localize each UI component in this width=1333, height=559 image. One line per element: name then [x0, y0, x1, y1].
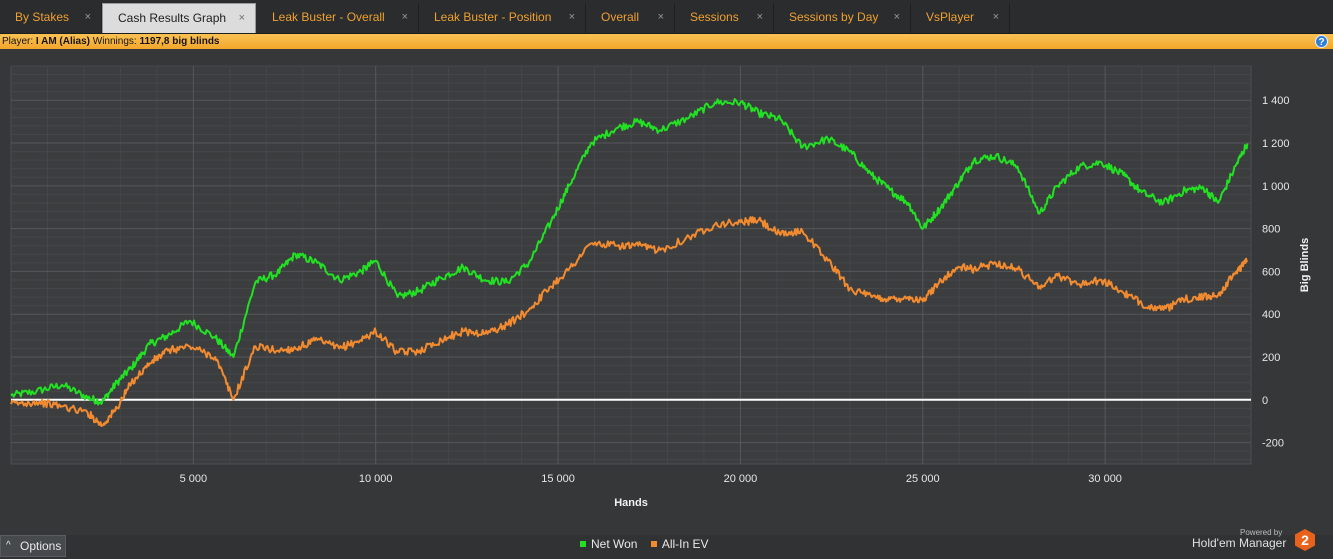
winnings-label: Winnings: [92, 36, 137, 47]
powered-by-text: Powered by [1240, 528, 1283, 537]
tab-vsplayer[interactable]: VsPlayer × [911, 3, 1010, 33]
help-icon[interactable]: ? [1315, 35, 1328, 48]
x-tick-label: 5 000 [180, 473, 208, 485]
y-tick-label: 600 [1262, 266, 1280, 278]
series-line-net-won [10, 98, 1249, 406]
y-tick-label: 800 [1262, 224, 1280, 236]
tab-label: VsPlayer [926, 10, 975, 24]
minor-grid [11, 65, 1251, 464]
y-tick-label: -200 [1262, 438, 1284, 450]
legend-item-net-won: Net Won [580, 537, 637, 551]
y-tick-label: 1 200 [1262, 138, 1290, 150]
tab-label: Overall [601, 10, 640, 24]
tab-overall[interactable]: Overall × [586, 3, 675, 33]
legend-label: All-In EV [661, 537, 709, 551]
close-tab-icon[interactable]: × [992, 11, 999, 23]
tab-label: Sessions by Day [789, 10, 879, 24]
tab-cash-results-graph[interactable]: Cash Results Graph × [102, 3, 256, 33]
close-tab-icon[interactable]: × [568, 11, 575, 23]
x-tick-label: 10 000 [359, 473, 393, 485]
x-axis: 5 000 10 000 15 000 20 000 25 000 30 000 [180, 473, 1122, 485]
x-axis-label: Hands [614, 497, 648, 509]
hem2-logo-icon: 2 [1295, 529, 1315, 551]
tab-label: Leak Buster - Overall [272, 10, 385, 24]
x-tick-label: 20 000 [724, 473, 758, 485]
tab-sessions-by-day[interactable]: Sessions by Day × [774, 3, 911, 33]
series-line-all-in-ev [10, 216, 1249, 427]
close-tab-icon[interactable]: × [84, 11, 91, 23]
tab-label: Cash Results Graph [118, 11, 227, 25]
player-info-text: Player: I AM (Alias) Winnings: 1197,8 bi… [2, 34, 219, 49]
legend-swatch [650, 541, 657, 547]
results-chart-svg: 5 000 10 000 15 000 20 000 25 000 30 000 -200… [10, 65, 1311, 509]
tab-label: Leak Buster - Position [434, 10, 552, 24]
y-tick-label: 1 000 [1262, 181, 1290, 193]
legend-label: Net Won [591, 537, 638, 551]
tab-sessions[interactable]: Sessions × [675, 3, 774, 33]
y-tick-label: 1 400 [1262, 95, 1290, 107]
player-value: I AM (Alias) [35, 36, 90, 47]
y-tick-label: 0 [1262, 395, 1268, 407]
series-lines [10, 98, 1249, 427]
tab-bar: By Stakes × Cash Results Graph × Leak Bu… [0, 0, 1333, 34]
close-tab-icon[interactable]: × [238, 12, 245, 24]
tab-label: Sessions [690, 10, 739, 24]
x-tick-label: 15 000 [541, 473, 575, 485]
tab-label: By Stakes [15, 10, 70, 24]
options-button[interactable]: ^ Options [0, 535, 66, 557]
logo-hexagon [1295, 529, 1315, 551]
options-label: Options [20, 539, 62, 553]
tab-by-stakes[interactable]: By Stakes × [0, 3, 102, 33]
y-axis: -200 0 200 400 600 800 1 000 1 200 1 400 [1262, 95, 1290, 449]
winnings-value: 1197,8 big blinds [139, 36, 220, 47]
close-tab-icon[interactable]: × [401, 11, 408, 23]
player-info-bar: Player: I AM (Alias) Winnings: 1197,8 bi… [0, 34, 1333, 49]
close-tab-icon[interactable]: × [657, 11, 664, 23]
x-tick-label: 25 000 [906, 473, 940, 485]
y-axis-label: Big Blinds [1299, 238, 1311, 292]
close-tab-icon[interactable]: × [893, 11, 900, 23]
y-tick-label: 200 [1262, 352, 1280, 364]
chart-legend: Net Won All-In EV [580, 537, 719, 551]
close-tab-icon[interactable]: × [756, 11, 763, 23]
y-tick-label: 400 [1262, 309, 1280, 321]
legend-item-all-in-ev: All-In EV [650, 537, 709, 551]
product-name: Hold'em Manager [1192, 536, 1287, 550]
tab-leak-buster-overall[interactable]: Leak Buster - Overall × [257, 3, 419, 33]
legend-swatch [580, 541, 586, 547]
results-graph: 5 000 10 000 15 000 20 000 25 000 30 000 -200… [0, 49, 1333, 535]
player-label: Player: [2, 36, 34, 47]
tab-leak-buster-position[interactable]: Leak Buster - Position × [419, 3, 586, 33]
logo-number: 2 [1301, 532, 1309, 548]
x-tick-label: 30 000 [1088, 473, 1122, 485]
chevron-up-icon: ^ [6, 540, 11, 551]
